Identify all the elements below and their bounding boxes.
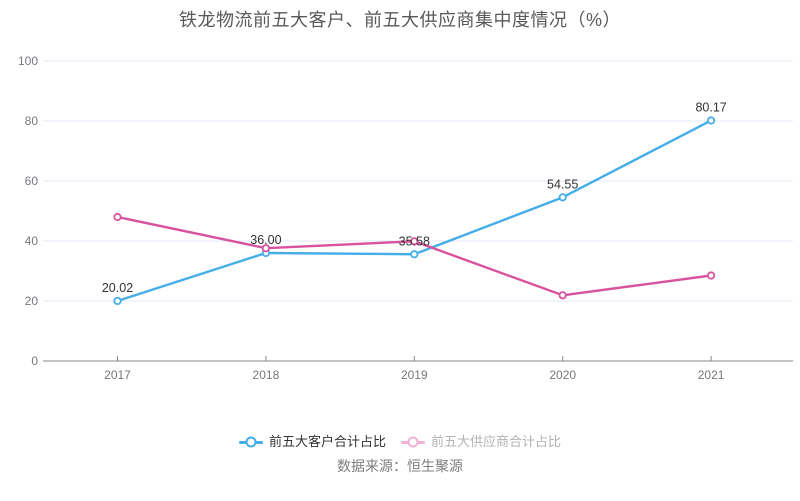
x-axis-label: 2021 (698, 368, 725, 382)
data-point-1 (706, 271, 716, 280)
y-axis-label: 20 (25, 294, 39, 308)
legend-circle-icon (245, 436, 257, 448)
y-axis-label: 0 (31, 354, 38, 368)
data-point-1 (410, 237, 419, 246)
legend-item-0[interactable]: 前五大客户合计占比 (238, 433, 386, 451)
y-axis-label: 60 (25, 174, 39, 188)
legend-line-marker-icon (238, 436, 263, 448)
data-point-0 (706, 116, 716, 125)
data-point-label: 36.00 (250, 233, 281, 247)
data-point-0 (410, 250, 419, 259)
x-axis-label: 2019 (401, 368, 428, 382)
y-axis-label: 40 (25, 234, 39, 248)
line-chart-plot: 0 20 40 60 80 100 2017 2018 2019 2020 2021 20.02 36.… (18, 54, 793, 382)
legend-item-label: 前五大供应商合计占比 (431, 434, 562, 449)
data-point-0 (113, 296, 122, 306)
data-source-note: 数据来源：恒生聚源 (337, 458, 463, 474)
legend-item-label: 前五大客户合计占比 (268, 434, 386, 449)
legend-item-1[interactable]: 前五大供应商合计占比 (401, 433, 561, 451)
data-point-label: 80.17 (695, 100, 726, 114)
series-line-0 (116, 119, 713, 303)
data-point-1 (261, 244, 270, 253)
y-axis-label: 100 (18, 54, 38, 68)
y-axis-label: 80 (25, 114, 39, 128)
data-point-label: 20.02 (102, 281, 133, 295)
data-point-1 (113, 212, 122, 222)
data-point-label: 54.55 (547, 177, 578, 191)
data-point-label: 35.58 (399, 234, 430, 248)
data-point-1 (558, 291, 567, 300)
data-point-0 (558, 193, 567, 202)
legend-line-marker-icon (401, 436, 425, 448)
x-axis-label: 2018 (253, 368, 280, 382)
legend-circle-icon (407, 436, 419, 448)
legend: 前五大客户合计占比 前五大供应商合计占比 (0, 433, 800, 451)
chart-title: 铁龙物流前五大客户、前五大供应商集中度情况（%） (178, 10, 621, 30)
x-axis-label: 2020 (549, 368, 576, 382)
x-axis-label: 2017 (104, 368, 131, 382)
